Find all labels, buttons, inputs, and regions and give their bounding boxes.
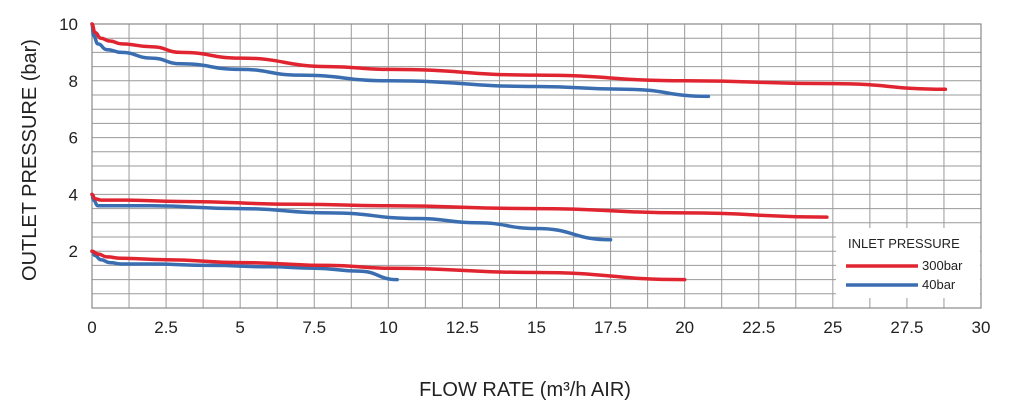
x-tick-label: 12.5 bbox=[446, 318, 479, 337]
x-tick-label: 7.5 bbox=[302, 318, 326, 337]
y-tick-label: 8 bbox=[69, 72, 78, 91]
x-axis-ticks: 0 2.5 5 7.5 10 12.5 15 17.5 20 22.5 25 27.5 30 bbox=[87, 318, 990, 337]
chart-series-layer bbox=[90, 22, 948, 282]
y-tick-label: 2 bbox=[69, 242, 78, 261]
x-tick-label: 30 bbox=[972, 318, 991, 337]
y-axis-title: OUTLET PRESSURE (bar) bbox=[19, 39, 41, 281]
y-tick-label: 10 bbox=[59, 15, 78, 34]
x-tick-label: 2.5 bbox=[154, 318, 178, 337]
legend-label-40bar: 40bar bbox=[922, 277, 956, 292]
plot-frame bbox=[91, 23, 982, 309]
series-line-300bar bbox=[90, 22, 948, 92]
x-tick-label: 25 bbox=[823, 318, 842, 337]
series-line-300bar bbox=[90, 192, 829, 219]
x-tick-label: 22.5 bbox=[742, 318, 775, 337]
x-tick-label: 17.5 bbox=[594, 318, 627, 337]
y-axis-ticks: 2 4 6 8 10 bbox=[59, 15, 78, 261]
legend-label-300bar: 300bar bbox=[922, 258, 963, 273]
y-tick-label: 4 bbox=[69, 185, 78, 204]
series-line-300bar bbox=[90, 249, 687, 282]
series-line-40bar bbox=[90, 249, 399, 282]
chart-legend: INLET PRESSURE 300bar 40bar bbox=[836, 228, 980, 298]
legend-title: INLET PRESSURE bbox=[848, 236, 960, 251]
x-axis-title: FLOW RATE (m³/h AIR) bbox=[419, 379, 631, 401]
x-tick-label: 20 bbox=[675, 318, 694, 337]
x-tick-label: 10 bbox=[379, 318, 398, 337]
x-tick-label: 0 bbox=[87, 318, 96, 337]
series-line-40bar bbox=[90, 192, 613, 242]
y-tick-label: 6 bbox=[69, 129, 78, 148]
x-tick-label: 27.5 bbox=[890, 318, 923, 337]
series-line-40bar bbox=[90, 22, 711, 99]
x-tick-label: 5 bbox=[235, 318, 244, 337]
x-tick-label: 15 bbox=[527, 318, 546, 337]
